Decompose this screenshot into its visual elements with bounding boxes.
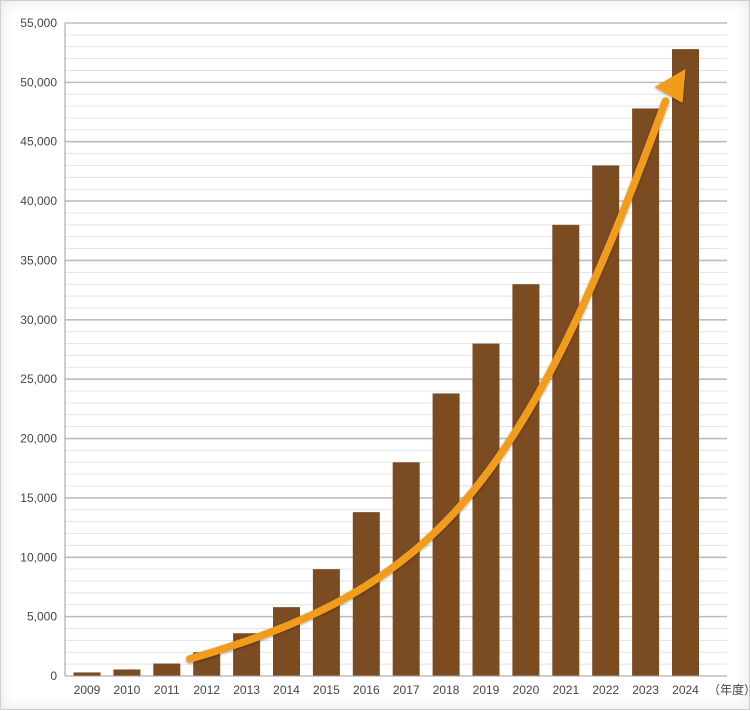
bar-2020	[512, 284, 540, 676]
y-tick-label: 25,000	[20, 372, 57, 386]
bar-2024	[672, 49, 699, 677]
x-tick-label: 2013	[233, 683, 260, 697]
y-tick-label: 45,000	[20, 135, 57, 149]
y-tick-labels: 0 5,000 10,000 15,000 20,000 25,000 30,000 35,0…	[20, 16, 57, 683]
bar-2021	[552, 224, 580, 676]
x-tick-label: 2014	[273, 683, 300, 697]
bar-2014	[273, 607, 300, 676]
bar-2022	[592, 165, 620, 677]
x-tick-label: 2011	[154, 683, 180, 697]
x-unit-label: （年度）	[708, 682, 750, 697]
y-tick-label: 20,000	[20, 432, 57, 446]
y-tick-label: 55,000	[20, 16, 57, 30]
y-tick-label: 35,000	[20, 253, 57, 267]
bar-2015	[312, 569, 340, 676]
trend-arrow	[185, 69, 686, 663]
y-tick-label: 10,000	[20, 550, 57, 564]
bars	[73, 49, 699, 677]
axes	[64, 23, 727, 677]
bar-2009	[73, 672, 101, 676]
x-tick-label: 2016	[353, 683, 380, 697]
x-tick-labels: 2009 2010 2011 2012 2013 2014 2015 2016 2017 2018…	[74, 683, 700, 697]
x-tick-label: 2009	[74, 683, 101, 697]
bar-2017	[392, 462, 420, 676]
x-tick-label: 2017	[393, 683, 420, 697]
x-tick-label: 2015	[313, 683, 340, 697]
y-tick-label: 30,000	[20, 313, 57, 327]
trend-arrow-head	[654, 69, 686, 103]
x-tick-label: 2020	[513, 683, 540, 697]
bar-2019	[472, 343, 500, 676]
x-tick-label: 2021	[552, 683, 579, 697]
trend-arrow-line	[185, 97, 670, 663]
y-tick-label: 0	[50, 669, 57, 683]
y-tick-label: 5,000	[27, 610, 57, 624]
bar-2010	[113, 669, 141, 676]
y-tick-label: 40,000	[20, 194, 57, 208]
x-tick-label: 2024	[672, 683, 699, 697]
x-tick-label: 2023	[632, 683, 659, 697]
x-tick-label: 2018	[433, 683, 460, 697]
x-tick-label: 2010	[114, 683, 141, 697]
x-tick-label: 2012	[193, 683, 220, 697]
y-tick-label: 50,000	[20, 75, 57, 89]
x-tick-label: 2019	[473, 683, 500, 697]
bar-2011	[153, 663, 181, 676]
y-tick-label: 15,000	[20, 491, 57, 505]
x-tick-label: 2022	[592, 683, 619, 697]
bar-2023	[632, 108, 660, 676]
